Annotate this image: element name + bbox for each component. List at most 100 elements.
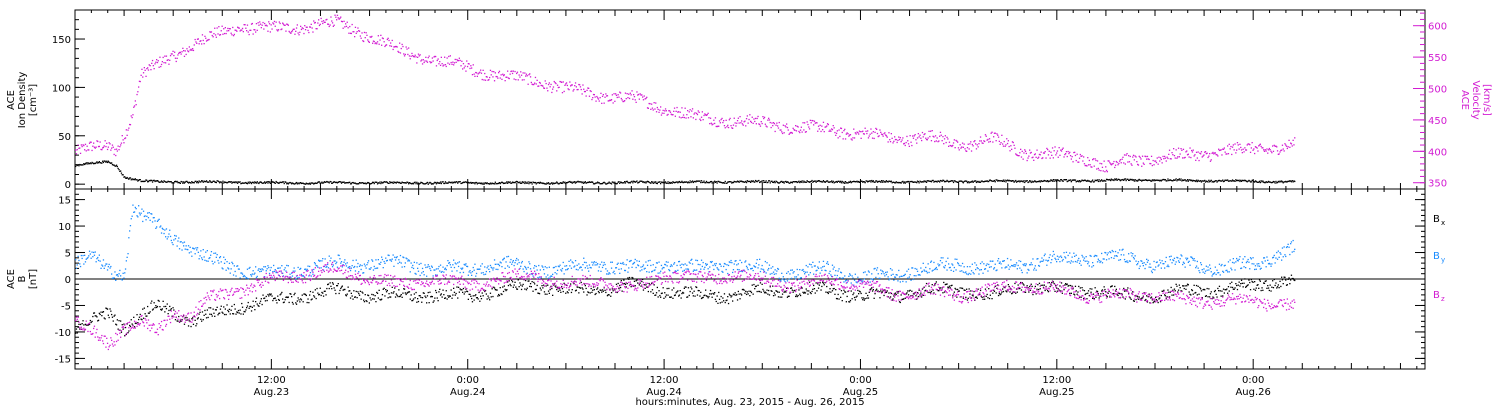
Bx-point	[506, 289, 508, 291]
density-point	[130, 179, 132, 181]
Bx-point	[323, 290, 325, 292]
velocity-point	[1061, 148, 1063, 150]
Bx-point	[949, 287, 951, 289]
velocity-point	[832, 125, 834, 127]
density-point	[1123, 179, 1125, 181]
velocity-point	[158, 66, 160, 68]
Bx-point	[759, 282, 762, 284]
velocity-point	[1059, 154, 1061, 156]
Bx-point	[1158, 298, 1160, 300]
velocity-point	[1165, 160, 1167, 162]
Bx-point	[517, 279, 519, 281]
Bx-point	[299, 301, 301, 303]
density-point	[213, 180, 215, 182]
density-point	[898, 181, 901, 184]
velocity-point	[947, 138, 949, 140]
velocity-point	[1122, 156, 1124, 158]
density-point	[618, 181, 620, 183]
velocity-point	[142, 72, 145, 74]
Bx-point	[1289, 283, 1291, 285]
Bx-point	[111, 313, 113, 316]
Bx-point	[648, 282, 650, 285]
density-tick-label: 50	[58, 132, 71, 143]
density-point	[663, 181, 665, 183]
velocity-point	[1047, 148, 1049, 151]
density-point	[415, 183, 417, 185]
Bx-point	[1101, 289, 1104, 291]
velocity-point	[1243, 151, 1245, 153]
density-point	[1137, 179, 1140, 181]
velocity-point	[1237, 144, 1239, 146]
velocity-point	[722, 121, 724, 124]
Bx-point	[774, 294, 776, 296]
velocity-point	[808, 128, 811, 130]
density-point	[623, 182, 625, 184]
density-point	[86, 163, 88, 165]
density-point	[315, 182, 317, 184]
velocity-point	[1136, 161, 1138, 163]
density-point	[1230, 180, 1232, 182]
Bx-point	[335, 292, 337, 295]
velocity-point	[1017, 155, 1019, 157]
velocity-point	[1292, 139, 1294, 141]
velocity-point	[1250, 147, 1252, 149]
velocity-point	[485, 76, 487, 78]
Bx-point	[832, 288, 834, 290]
density-point	[973, 180, 975, 182]
velocity-point	[497, 77, 499, 79]
velocity-point	[261, 24, 263, 26]
Bx-point	[541, 285, 543, 287]
density-point	[174, 181, 176, 183]
velocity-point	[662, 109, 664, 112]
velocity-point	[541, 84, 543, 87]
velocity-point	[998, 140, 1000, 142]
Bx-point	[1109, 296, 1111, 298]
Bx-point	[1105, 291, 1107, 293]
velocity-point	[94, 147, 96, 149]
velocity-point	[410, 55, 412, 57]
density-point	[999, 180, 1001, 182]
density-point	[1236, 180, 1238, 182]
Bx-point	[894, 293, 896, 295]
velocity-point	[968, 148, 970, 150]
Bx-point	[113, 315, 115, 317]
velocity-point	[160, 65, 162, 68]
Bx-point	[892, 298, 894, 300]
density-point	[831, 181, 834, 184]
density-point	[1117, 178, 1119, 180]
velocity-point	[863, 133, 865, 135]
velocity-point	[1204, 151, 1206, 153]
velocity-point	[211, 34, 213, 37]
density-point	[1281, 180, 1283, 182]
Bx-point	[724, 301, 726, 304]
Bx-point	[916, 298, 918, 300]
velocity-point	[704, 113, 706, 115]
Bx-point	[1238, 281, 1240, 283]
density-point	[168, 181, 170, 183]
Bx-point	[977, 288, 979, 290]
density-point	[761, 180, 763, 182]
Bx-point	[1116, 294, 1118, 296]
density-point	[802, 181, 804, 184]
Bx-point	[842, 293, 844, 295]
velocity-point	[150, 69, 152, 71]
Bx-point	[412, 299, 414, 302]
density-point	[598, 182, 600, 184]
Bx-point	[276, 302, 278, 304]
Bx-point	[679, 290, 681, 292]
density-point	[1105, 180, 1107, 182]
velocity-point	[523, 79, 525, 81]
Bx-point	[1127, 287, 1129, 289]
density-point	[1134, 179, 1136, 181]
velocity-point	[187, 50, 189, 52]
density-point	[1204, 179, 1206, 182]
Bx-point	[516, 288, 519, 290]
velocity-point	[790, 131, 793, 134]
velocity-point	[1212, 151, 1214, 154]
Bx-point	[934, 282, 937, 285]
velocity-point	[1060, 150, 1063, 152]
density-point	[92, 162, 94, 164]
density-point	[678, 181, 680, 183]
velocity-point	[419, 54, 421, 56]
Bx-point	[858, 290, 861, 292]
